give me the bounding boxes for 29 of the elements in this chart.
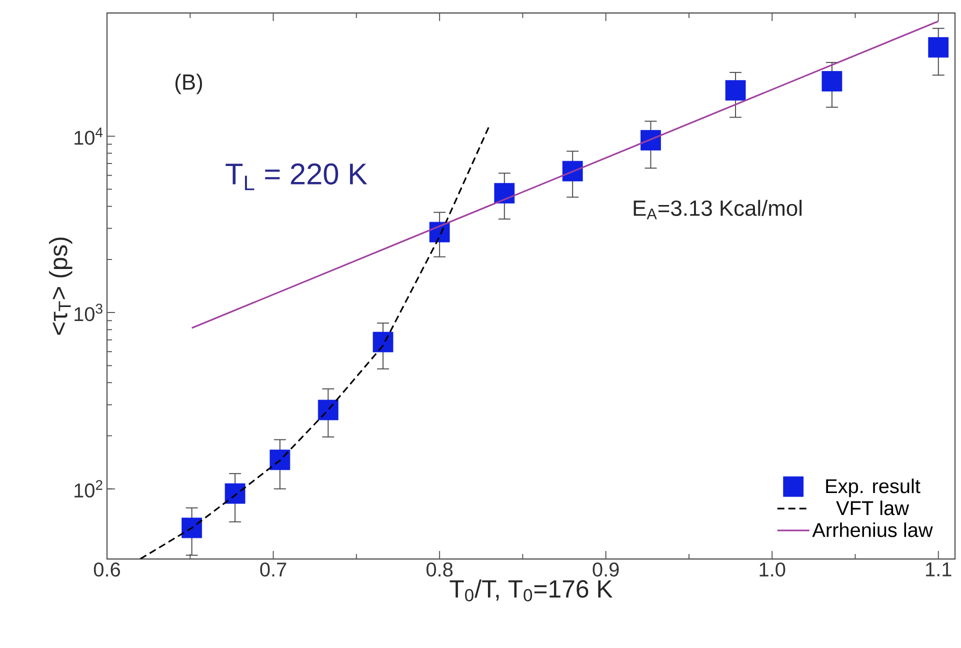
annotation: E$_{A}$=3.13 Kcal/mol	[634, 200, 802, 220]
legend-label: Exp. result	[826, 478, 920, 498]
annotation: (B)	[175, 74, 202, 94]
y-tick-label: 10$^{3}$	[74, 304, 102, 322]
x-axis-title: T$_{0}$/T, T$_{0}$=176 K	[450, 579, 613, 602]
point	[318, 400, 338, 420]
x-tick-label: 0.9	[592, 562, 619, 577]
point	[270, 450, 290, 470]
point	[494, 183, 515, 204]
annotation: T$_{L}$ = 220 K	[226, 163, 368, 190]
point	[182, 518, 202, 538]
point	[224, 483, 246, 504]
legend-label: Arrhenius law	[812, 522, 933, 538]
point	[562, 160, 583, 182]
point	[822, 71, 842, 92]
line-series	[139, 124, 490, 559]
x-tick-label: 0.7	[260, 562, 286, 577]
y-tick-label: 10$^{2}$	[74, 480, 102, 498]
x-tick-label: 0.6	[94, 562, 120, 577]
point	[928, 37, 949, 58]
x-tick-label: 1.1	[926, 562, 952, 576]
x-tick-label: 1.0	[760, 562, 786, 577]
legend-label: VFT law	[836, 500, 910, 516]
point	[640, 130, 661, 150]
point	[725, 80, 746, 101]
y-tick-label: 10$^{4}$	[74, 128, 103, 145]
point	[372, 332, 394, 352]
y-axis-title: <τ$_{T}$> (ps)	[49, 238, 72, 335]
x-tick-label: 0.8	[426, 562, 453, 577]
